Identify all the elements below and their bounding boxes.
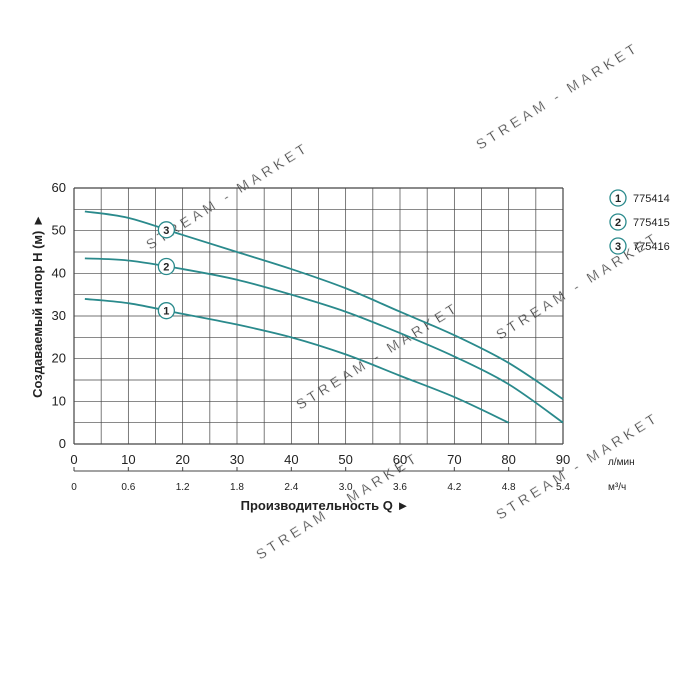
curve-marker-label: 3 xyxy=(163,225,169,237)
legend-marker-circle xyxy=(609,189,627,207)
legend-series-name: 775414 xyxy=(633,193,670,205)
legend: 1 775414 2 775415 3 775416 xyxy=(609,189,670,255)
x-tick-label: 40 xyxy=(284,452,298,467)
x-tick-label: 10 xyxy=(121,452,135,467)
x-tick-label: 90 xyxy=(556,452,570,467)
series-curves: 1 2 3 xyxy=(84,210,564,424)
y-tick-label: 0 xyxy=(59,436,66,451)
x-tick-label: 0 xyxy=(70,452,77,467)
x2-tick-label: 3.0 xyxy=(339,482,353,493)
legend-marker-label: 3 xyxy=(615,241,621,253)
series-curve-775415 xyxy=(84,257,564,424)
series-curve-775414 xyxy=(84,298,510,424)
legend-series-name: 775416 xyxy=(633,241,670,253)
y-tick-label: 40 xyxy=(52,265,66,280)
x2-tick-label: 0.6 xyxy=(121,482,135,493)
y-tick-label: 60 xyxy=(52,180,66,195)
y-axis-title: Создаваемый напор Н (м) ► xyxy=(30,214,45,398)
y-tick-label: 10 xyxy=(52,393,66,408)
x2-unit-label: м³/ч xyxy=(608,482,626,493)
x2-tick-label: 2.4 xyxy=(284,482,298,493)
tick-labels: 0 10 20 30 40 50 60 0 10 20 30 40 50 60 70 80 90 0 0.6 1.2 1… xyxy=(52,180,571,493)
x-tick-label: 20 xyxy=(175,452,189,467)
curve-marker-label: 1 xyxy=(163,306,169,318)
legend-marker-label: 2 xyxy=(615,217,621,229)
x-tick-label: 80 xyxy=(501,452,515,467)
x-axis-title: Производительность Q ► xyxy=(241,498,410,513)
y-tick-label: 50 xyxy=(52,223,66,238)
y-tick-label: 20 xyxy=(52,351,66,366)
x-tick-label: 70 xyxy=(447,452,461,467)
x-unit-label: л/мин xyxy=(608,457,635,468)
legend-series-name: 775415 xyxy=(633,217,670,229)
legend-marker-circle xyxy=(609,237,627,255)
watermark-text: STREAM - MARKET xyxy=(493,409,662,523)
y-tick-label: 30 xyxy=(52,308,66,323)
chart-grid xyxy=(73,187,564,472)
x2-tick-label: 0 xyxy=(71,482,77,493)
x-tick-label: 30 xyxy=(230,452,244,467)
x2-tick-label: 4.8 xyxy=(502,482,516,493)
x2-tick-label: 1.8 xyxy=(230,482,244,493)
curve-marker-circle xyxy=(157,302,176,320)
legend-marker-circle xyxy=(609,213,627,231)
legend-marker-label: 1 xyxy=(615,193,621,205)
x-tick-label: 60 xyxy=(393,452,407,467)
curve-marker-circle xyxy=(157,257,176,276)
x2-tick-label: 1.2 xyxy=(176,482,190,493)
x2-tick-label: 3.6 xyxy=(393,482,407,493)
curve-marker-circle xyxy=(157,221,176,239)
series-curve-775416 xyxy=(84,210,564,400)
x2-tick-label: 4.2 xyxy=(447,482,461,493)
x2-tick-label: 5.4 xyxy=(556,482,570,493)
watermark-text: STREAM - MARKET xyxy=(473,39,642,153)
curve-marker-label: 2 xyxy=(163,262,169,274)
x-tick-label: 50 xyxy=(338,452,352,467)
